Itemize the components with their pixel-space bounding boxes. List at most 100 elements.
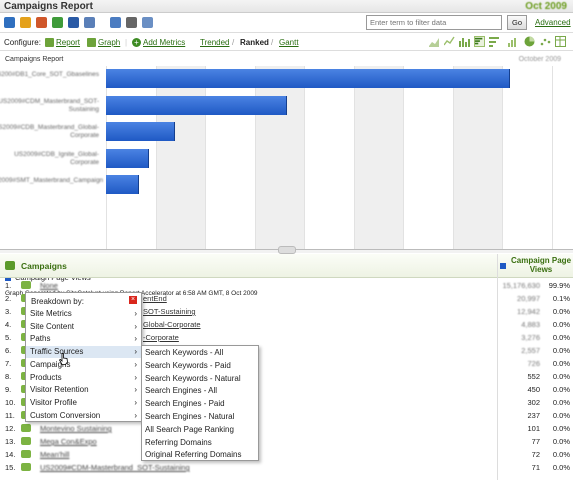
breakdown-menu-item[interactable]: Paths › [26,332,141,345]
percent-value: 0.0% [552,333,570,342]
breakdown-menu-item[interactable]: Site Content › [26,319,141,333]
bar[interactable] [106,122,176,141]
row-number: 15. [5,463,16,472]
row-number: 4. [5,320,12,329]
table-view-icon[interactable] [555,36,566,47]
menu-item-label: Custom Conversion [30,410,101,420]
download-icon[interactable] [110,17,121,28]
table-row: 12. Montevino Sustaining 101 0.0% [0,422,573,435]
breakdown-menu-item[interactable]: Custom Conversion › [26,408,141,422]
advanced-link[interactable]: Advanced [535,18,571,27]
menu-item-label: Traffic Sources [30,347,84,357]
percent-value: 0.0% [552,320,570,329]
breakdown-icon[interactable] [21,450,31,458]
campaigns-column-header[interactable]: Campaigns [21,261,67,271]
histogram-icon[interactable] [508,36,519,47]
breakdown-icon[interactable] [21,424,31,432]
stacked-bar-icon[interactable] [489,36,500,47]
grid-line [254,66,256,252]
campaign-name[interactable]: US2009#CDM-Masterbrand_SOT-Sustaining [40,463,190,472]
breakdown-icon[interactable] [21,281,31,289]
table-row: 15. US2009#CDM-Masterbrand_SOT-Sustaining… [0,461,573,474]
submenu-item-label: Referring Domains [145,437,212,447]
chevron-right-icon: › [134,385,137,395]
campaigns-icon [5,261,15,270]
breakdown-icon[interactable] [21,463,31,471]
submenu-item[interactable]: All Search Page Ranking [142,424,258,437]
submenu-item[interactable]: Referring Domains [142,437,258,450]
add-metrics-link[interactable]: Add Metrics [143,38,186,47]
breakdown-menu-item[interactable]: Campaigns › [26,357,141,371]
campaign-name[interactable]: entEnd [143,294,167,303]
bar[interactable] [106,175,140,194]
go-button[interactable]: Go [507,15,527,30]
breakdown-menu-item[interactable]: Visitor Retention › [26,383,141,396]
schedule-icon[interactable] [84,17,95,28]
percent-value: 99.9% [548,281,570,290]
submenu-item[interactable]: Search Engines - All [142,385,258,398]
submenu-item-label: Search Keywords - Paid [145,360,231,370]
submenu-item[interactable]: Search Keywords - Natural [142,373,258,386]
table-row: 1. None 15,176,630 99.9% [0,279,573,292]
area-chart-icon[interactable] [429,36,440,47]
filter-input[interactable] [366,15,502,30]
chevron-right-icon: › [134,309,137,318]
submenu-item[interactable]: Original Referring Domains [142,449,258,462]
campaign-name[interactable]: Montevino Sustaining [40,424,112,433]
campaign-name[interactable]: Mega Con&Expo [40,437,97,446]
graph-config-link[interactable]: Graph [98,38,121,47]
scatter-icon[interactable] [540,36,551,47]
bar-chart-icon[interactable] [474,36,485,47]
campaign-name[interactable]: -Corporate [143,333,179,342]
add-icon[interactable]: + [132,38,141,47]
report-config-link[interactable]: Report [56,38,81,47]
gantt-link[interactable]: Gantt [279,38,299,47]
y-category-label: US2009#CDB_Masterbrand_Global-Corporate [0,124,99,139]
save-icon[interactable] [4,17,15,28]
graph-config-icon[interactable] [87,38,96,47]
ranked-link[interactable]: Ranked [240,38,269,47]
menu-item-label: Site Metrics [30,309,72,318]
page-views-value: 15,176,630 [502,281,540,290]
metric-column-header[interactable]: Campaign Page Views [511,256,572,274]
submenu-item[interactable]: Search Keywords - Paid [142,360,258,373]
traffic-sources-submenu: Search Keywords - All Search Keywords - P… [141,345,259,461]
percent-value: 0.0% [552,411,570,420]
email-icon[interactable] [142,17,153,28]
line-chart-icon[interactable] [444,36,455,47]
dashboard-icon[interactable] [52,17,63,28]
report-config-icon[interactable] [45,38,54,47]
breakdown-menu-item[interactable]: Products › [26,370,141,384]
bar[interactable] [106,148,150,168]
close-icon[interactable]: × [129,296,137,304]
column-chart-icon[interactable] [459,36,470,47]
submenu-item[interactable]: Search Engines - Paid [142,398,258,411]
bookmark-icon[interactable] [20,17,31,28]
campaign-name[interactable]: Global-Corporate [143,320,201,329]
y-category-label: US2009#CDB_Ignite_Global-Corporate [14,150,99,166]
grid-line [353,66,355,252]
panel-divider[interactable] [0,246,573,254]
alert-icon[interactable] [36,17,47,28]
breakdown-menu-item[interactable]: Visitor Profile › [26,395,141,409]
row-number: 6. [5,346,12,355]
campaign-name[interactable]: None [40,281,58,290]
bar[interactable] [106,95,287,115]
breakdown-menu-item[interactable]: Site Metrics › [26,307,141,320]
campaign-name[interactable]: Mean'hill [40,450,70,459]
bar[interactable] [106,69,511,88]
column-separator [497,254,498,480]
breakdown-title: Breakdown by: [31,297,84,306]
percent-value: 0.0% [552,398,570,407]
submenu-item[interactable]: Search Keywords - All [142,347,258,360]
submenu-item[interactable]: Search Engines - Natural [142,411,258,424]
print-icon[interactable] [126,17,137,28]
trended-link[interactable]: Trended [200,38,230,47]
page-views-value: 3,276 [521,333,540,342]
campaign-name[interactable]: SOT-Sustaining [143,307,196,316]
pie-chart-icon[interactable] [524,36,535,47]
calendar-icon[interactable] [68,17,79,28]
breakdown-icon[interactable] [21,437,31,445]
breakdown-menu-item[interactable]: Traffic Sources › [26,345,141,358]
collapse-handle[interactable] [278,246,296,254]
